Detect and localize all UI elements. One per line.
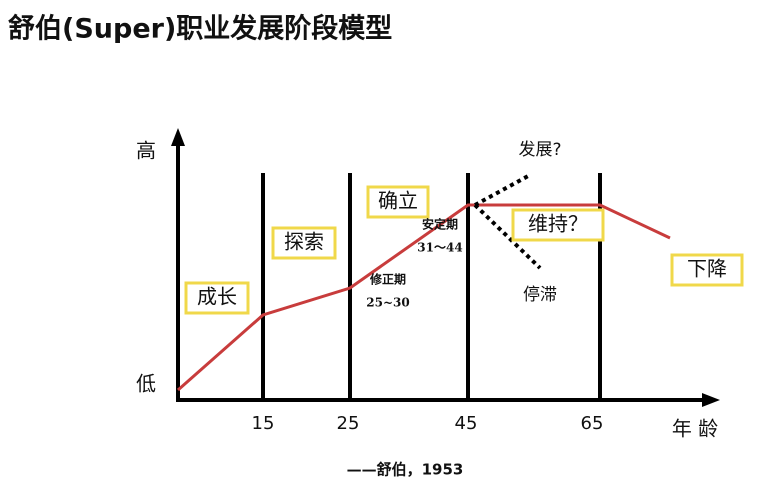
stage-box — [670, 253, 744, 287]
axes — [176, 140, 708, 402]
x-arrow — [702, 393, 720, 407]
stage-label: 探索 — [284, 230, 324, 254]
annotation: 停滞 — [523, 285, 557, 305]
annotation: 25~30 — [366, 296, 409, 310]
stage-label: 成长 — [197, 285, 237, 309]
stage-label: 维持？ — [528, 212, 588, 236]
x-tick: 65 — [581, 413, 604, 434]
career-curve — [177, 203, 671, 392]
annotation: 31～44 — [417, 241, 462, 255]
stage-label: 下降 — [687, 257, 727, 281]
y-arrow — [171, 128, 185, 146]
x-tick: 45 — [455, 413, 478, 434]
stage-label: 确立 — [378, 189, 418, 213]
x-tick: 15 — [252, 413, 275, 434]
stage-box — [511, 208, 605, 242]
stage-box — [271, 226, 337, 260]
branch-lines — [473, 173, 542, 270]
stage-box — [184, 281, 250, 315]
annotation: 修正期 — [369, 272, 406, 287]
y-high: 高 — [136, 139, 156, 163]
caption: ——舒伯，1953 — [347, 461, 464, 479]
stage-box — [366, 185, 430, 219]
x-label: 年 龄 — [672, 417, 718, 441]
title: 舒伯(Super)职业发展阶段模型 — [8, 13, 392, 45]
annotation: 发展? — [518, 140, 561, 160]
x-tick: 25 — [337, 413, 360, 434]
annotation: 安定期 — [422, 217, 458, 232]
y-low: 低 — [136, 372, 156, 396]
